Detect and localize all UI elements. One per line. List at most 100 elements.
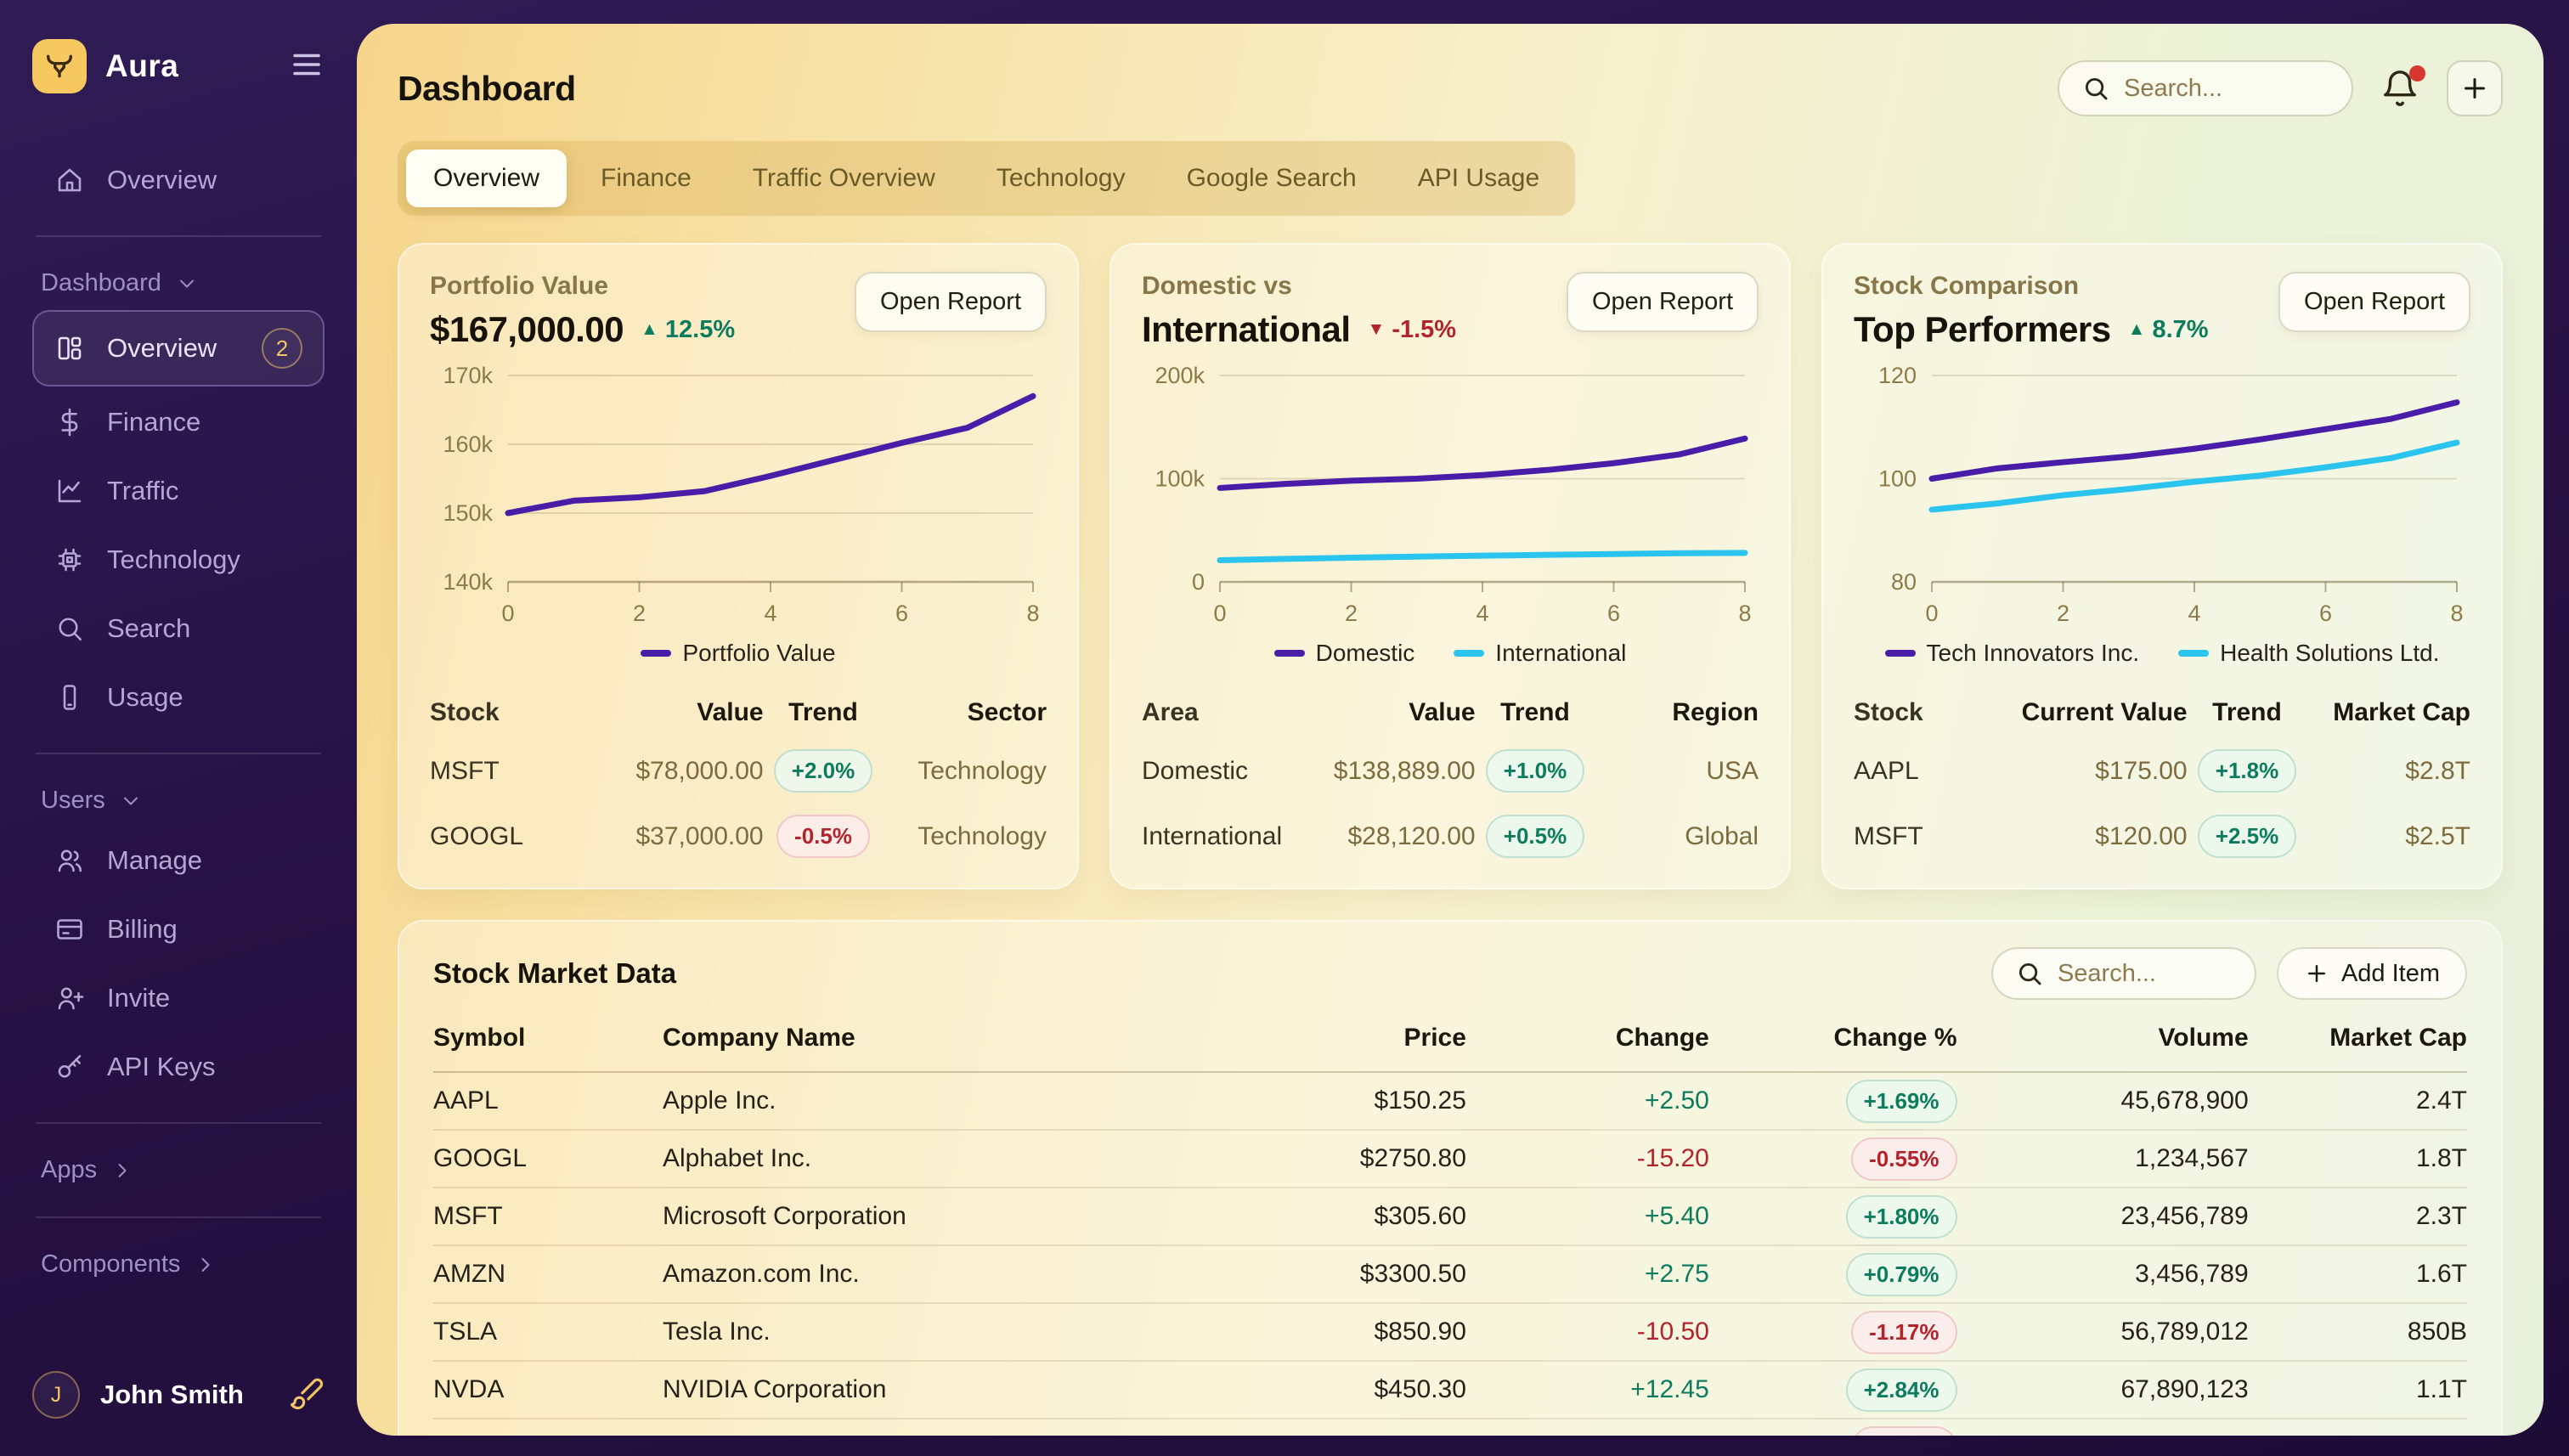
svg-text:8: 8 [1026, 601, 1039, 626]
card-domestic-vs: Domestic vs International ▼ -1.5% Open Rep… [1109, 243, 1791, 889]
smartphone-icon [54, 682, 85, 713]
home-icon [54, 165, 85, 195]
sidebar-item-search[interactable]: Search [32, 595, 325, 662]
sidebar-item-label: Manage [107, 845, 203, 875]
sidebar-item-overview[interactable]: Overview 2 [32, 310, 325, 387]
cell-market-cap: 820B [2249, 1433, 2467, 1436]
cell-value: $120.00 [2095, 821, 2188, 850]
sidebar-item-api-keys[interactable]: API Keys [32, 1034, 325, 1100]
tab-api-usage[interactable]: API Usage [1417, 164, 1540, 192]
divider [36, 1216, 321, 1218]
main-content: Dashboard Overview Finance Traffic Overvie… [357, 24, 2544, 1436]
trend-pill: -0.5% [776, 815, 870, 858]
global-search[interactable] [2058, 60, 2353, 116]
trend-pill: -1.00% [1851, 1425, 1957, 1436]
cell-price: $3300.50 [1359, 1260, 1466, 1288]
line-chart-icon [54, 476, 85, 506]
cell-trend: +2.0% [764, 738, 884, 804]
sidebar-item-label: Traffic [107, 476, 179, 505]
sidebar-item-manage[interactable]: Manage [32, 827, 325, 894]
card-table-header: Stock [430, 698, 500, 726]
cell-market-cap: 850B [2407, 1318, 2467, 1346]
open-report-button[interactable]: Open Report [854, 272, 1047, 332]
sidebar-section-users[interactable]: Users [32, 776, 325, 825]
sidebar-item-overview[interactable]: Overview [32, 147, 325, 213]
add-item-button[interactable]: Add Item [2276, 947, 2467, 1000]
notifications-button[interactable] [2380, 65, 2425, 108]
trend-pill: -0.55% [1851, 1137, 1957, 1181]
cell-volume: 56,789,012 [2120, 1318, 2249, 1346]
sidebar-item-finance[interactable]: Finance [32, 389, 325, 455]
svg-text:140k: 140k [443, 569, 493, 595]
cell-change: -15.20 [1636, 1144, 1709, 1172]
cell-trend: +1.0% [1476, 738, 1595, 804]
tab-google-search[interactable]: Google Search [1186, 164, 1357, 192]
card-table-header: Sector [967, 698, 1047, 726]
bull-icon [47, 54, 73, 78]
card-table-header: Value [697, 698, 764, 726]
tab-technology[interactable]: Technology [996, 164, 1126, 192]
table-row: GOOGL Alphabet Inc. $2750.80 -15.20 -0.5… [433, 1131, 2467, 1188]
sidebar-section-apps[interactable]: Apps [32, 1146, 325, 1194]
sidebar-item-usage[interactable]: Usage [32, 664, 325, 731]
hamburger-menu-icon[interactable] [289, 47, 325, 87]
card-subtitle: Domestic vs [1142, 272, 1292, 300]
section-label: Dashboard [41, 269, 161, 296]
tab-overview[interactable]: Overview [406, 150, 567, 207]
svg-text:8: 8 [2450, 601, 2463, 626]
cell-change-pct: -0.55% [1709, 1137, 1957, 1181]
paintbrush-icon[interactable] [289, 1375, 325, 1415]
add-new-button[interactable] [2447, 60, 2503, 116]
cell-change: +2.75 [1644, 1260, 1709, 1288]
cell-name: Domestic [1142, 756, 1249, 785]
chevron-right-icon [194, 1253, 217, 1277]
table-row: NVDA NVIDIA Corporation $450.30 +12.45 +… [433, 1362, 2467, 1419]
cell-name: MSFT [430, 756, 500, 785]
column-header-symbol: Symbol [433, 1024, 526, 1052]
open-report-button[interactable]: Open Report [2278, 272, 2470, 332]
card-stock-comparison: Stock Comparison Top Performers ▲ 8.7% Ope… [1821, 243, 2503, 889]
notification-dot [2409, 65, 2425, 82]
trend-pill: +1.69% [1845, 1079, 1957, 1123]
column-header-change: Change % [1833, 1024, 1957, 1052]
table-search[interactable] [1990, 947, 2256, 1000]
cell-change: +12.45 [1630, 1375, 1709, 1403]
user-row[interactable]: J John Smith [32, 1371, 325, 1419]
table-row: AAPL Apple Inc. $150.25 +2.50 +1.69% 45,… [433, 1073, 2467, 1131]
sidebar-item-technology[interactable]: Technology [32, 527, 325, 593]
sidebar-item-billing[interactable]: Billing [32, 896, 325, 962]
grid-icon [54, 333, 85, 364]
cell-change-pct: -1.17% [1709, 1310, 1957, 1354]
tab-traffic-overview[interactable]: Traffic Overview [752, 164, 935, 192]
sidebar-item-traffic[interactable]: Traffic [32, 458, 325, 524]
open-report-button[interactable]: Open Report [1566, 272, 1759, 332]
card-titles: Stock Comparison Top Performers ▲ 8.7% [1854, 272, 2209, 350]
sidebar-item-label: Finance [107, 407, 201, 437]
section-label: Users [41, 787, 105, 814]
card-table-header: Area [1142, 698, 1199, 726]
cell-market-cap: 1.8T [2415, 1144, 2467, 1172]
sidebar-section-components[interactable]: Components [32, 1240, 325, 1289]
svg-text:120: 120 [1878, 363, 1917, 388]
cell-volume: 23,456,789 [2120, 1202, 2249, 1230]
sidebar-section-dashboard[interactable]: Dashboard [32, 259, 325, 308]
cell-company: Amazon.com Inc. [663, 1260, 860, 1288]
cell-value: $78,000.00 [635, 756, 764, 785]
plus-icon [2307, 965, 2325, 982]
table-search-input[interactable] [2057, 959, 2233, 988]
cell-change-pct: +1.69% [1709, 1079, 1957, 1123]
legend-item: International [1454, 640, 1626, 667]
delta-indicator: ▼ -1.5% [1367, 315, 1457, 343]
sidebar-item-invite[interactable]: Invite [32, 965, 325, 1031]
svg-text:0: 0 [1192, 569, 1205, 595]
search-input[interactable] [2124, 74, 2329, 103]
chart-legend: Portfolio Value [430, 640, 1047, 667]
table-row: MSFT Microsoft Corporation $305.60 +5.40… [433, 1188, 2467, 1246]
section-label: Apps [41, 1156, 98, 1183]
cell-trend: +1.8% [2188, 738, 2307, 804]
tab-finance[interactable]: Finance [601, 164, 692, 192]
card-table-header: Trend [1500, 698, 1570, 726]
svg-text:2: 2 [1345, 601, 1358, 626]
cell-symbol: GOOGL [433, 1144, 528, 1172]
table-row: TSLA Tesla Inc. $850.90 -10.50 -1.17% 56… [433, 1304, 2467, 1362]
